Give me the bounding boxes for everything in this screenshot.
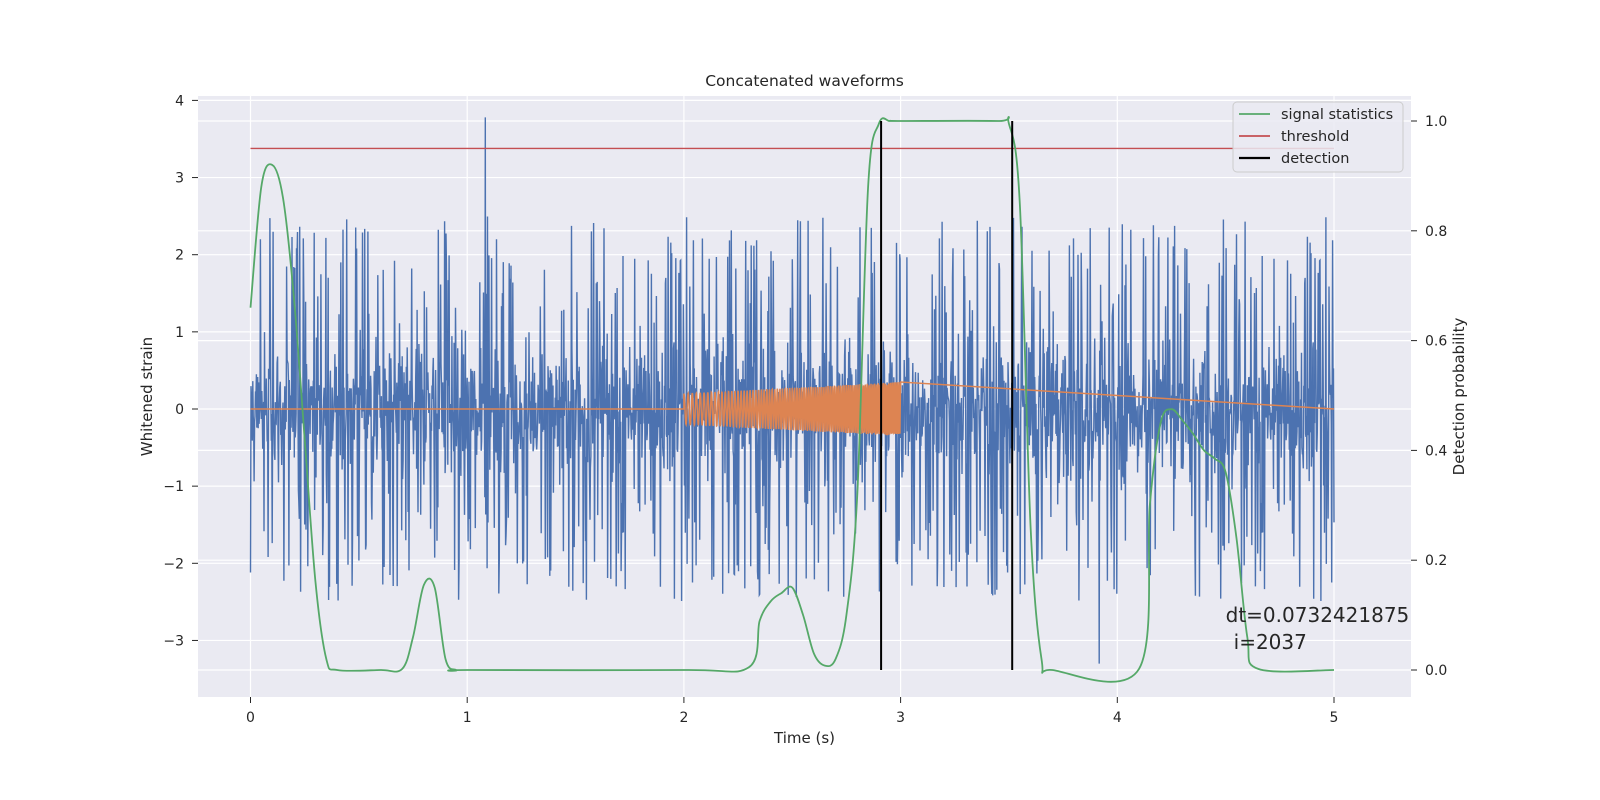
legend-label-signal-statistics: signal statistics xyxy=(1281,107,1393,123)
annotation-dt: dt=0.0732421875 xyxy=(1226,603,1410,627)
legend-label-detection: detection xyxy=(1281,151,1349,167)
x-tick-label: 3 xyxy=(896,710,905,726)
annotation: dt=0.0732421875 i=2037 xyxy=(1226,603,1410,654)
y-tick-label: −1 xyxy=(163,479,184,495)
y-tick-label: 2 xyxy=(175,248,184,264)
x-axis-label: Time (s) xyxy=(773,729,835,747)
ticks: 0 1 2 3 4 5 −3 −2 −1 0 1 2 3 4 0.0 0.2 0.4 0.6 0.8 1.0 xyxy=(163,93,1447,726)
signal-statistics-series xyxy=(249,116,1335,683)
series xyxy=(249,116,1335,683)
x-tick-label: 5 xyxy=(1330,710,1339,726)
y-tick-label: 3 xyxy=(175,171,184,187)
y-right-tick-label: 0.0 xyxy=(1425,663,1447,679)
annotation-index: i=2037 xyxy=(1234,630,1307,654)
x-tick-label: 2 xyxy=(679,710,688,726)
y-axis-right-label: Detection probability xyxy=(1450,318,1468,476)
legend: signal statistics threshold detection xyxy=(1232,101,1404,173)
y-right-tick-label: 0.8 xyxy=(1425,224,1447,240)
y-tick-label: 0 xyxy=(175,402,184,418)
y-tick-label: −3 xyxy=(163,633,184,649)
y-tick-label: −2 xyxy=(163,556,184,572)
y-axis-label: Whitened strain xyxy=(138,337,156,456)
y-tick-label: 4 xyxy=(175,93,184,109)
x-tick-label: 1 xyxy=(463,710,472,726)
legend-box xyxy=(1232,101,1404,173)
waveform-series xyxy=(250,381,1335,436)
y-tick-label: 1 xyxy=(175,325,184,341)
chart-title: Concatenated waveforms xyxy=(705,72,904,90)
legend-label-threshold: threshold xyxy=(1281,129,1349,145)
y-right-tick-label: 0.4 xyxy=(1425,443,1447,459)
x-tick-label: 4 xyxy=(1113,710,1122,726)
x-tick-label: 0 xyxy=(246,710,255,726)
y-right-tick-label: 0.2 xyxy=(1425,553,1447,569)
y-right-tick-label: 0.6 xyxy=(1425,334,1447,350)
y-right-tick-label: 1.0 xyxy=(1425,114,1447,130)
strain-series xyxy=(249,117,1335,664)
